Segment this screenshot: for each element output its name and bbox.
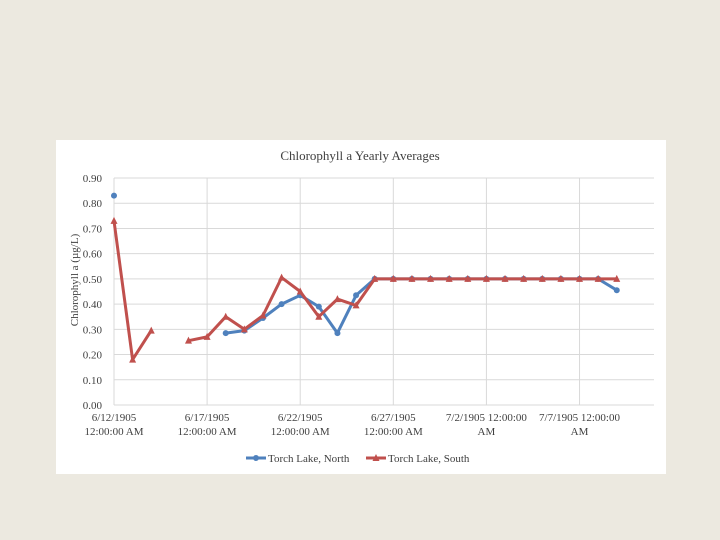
data-point	[222, 330, 229, 337]
data-point	[203, 332, 211, 340]
chart-title: Chlorophyll a Yearly Averages	[280, 148, 439, 163]
x-tick-label: AM	[478, 426, 496, 438]
data-point	[278, 301, 285, 308]
series-layer	[110, 192, 621, 363]
legend-marker	[372, 454, 380, 461]
data-point	[184, 336, 192, 344]
series-line	[112, 220, 153, 362]
data-point	[389, 274, 397, 282]
x-tick-label: 12:00:00 AM	[85, 426, 144, 438]
legend-label: Torch Lake, South	[388, 453, 470, 465]
y-tick-label: 0.20	[83, 350, 103, 362]
data-point	[352, 301, 360, 309]
y-tick-label: 0.60	[83, 249, 103, 261]
data-point	[259, 311, 267, 319]
y-tick-label: 0.10	[83, 375, 103, 387]
data-point	[278, 273, 286, 281]
x-tick-label: 6/27/1905	[371, 412, 416, 424]
x-tick-label: 7/7/1905 12:00:00	[539, 412, 620, 424]
data-point	[594, 274, 602, 282]
x-tick-label: 12:00:00 AM	[178, 426, 237, 438]
series-line	[188, 276, 617, 343]
data-point	[482, 274, 490, 282]
data-point	[576, 274, 584, 282]
data-point	[129, 355, 137, 363]
x-tick-label: 6/12/1905	[92, 412, 137, 424]
legend: Torch Lake, North Torch Lake, South	[246, 453, 470, 465]
legend-label: Torch Lake, North	[268, 453, 350, 465]
data-point	[334, 330, 341, 337]
series-line	[225, 277, 618, 335]
data-point	[111, 192, 117, 199]
y-tick-label: 0.90	[83, 173, 103, 185]
y-tick-label: 0.80	[83, 198, 103, 210]
data-point	[557, 274, 565, 282]
data-point	[147, 326, 155, 334]
data-point	[538, 274, 546, 282]
x-tick-label: 7/2/1905 12:00:00	[446, 412, 527, 424]
y-axis-title: Chlorophyll a (µg/L)	[69, 233, 81, 326]
data-point	[501, 274, 509, 282]
data-point	[315, 312, 323, 320]
data-point	[315, 303, 322, 310]
y-tick-label: 0.70	[83, 223, 103, 235]
series-south	[110, 216, 621, 363]
gridlines	[113, 177, 654, 406]
data-point	[464, 274, 472, 282]
x-tick-label: 6/22/1905	[278, 412, 323, 424]
legend-marker	[253, 455, 259, 461]
y-tick-label: 0.30	[83, 324, 103, 336]
data-point	[110, 216, 118, 224]
data-point	[222, 312, 230, 320]
y-tick-label: 0.40	[83, 299, 103, 311]
y-tick-label: 0.00	[83, 400, 103, 412]
data-point	[240, 325, 248, 333]
series-north	[111, 192, 620, 337]
chart-svg: Chlorophyll a Yearly Averages 0.000.100.…	[69, 148, 654, 465]
y-axis-ticks: 0.00 0.10 0.20 0.30 0.40 0.50 0.60 0.70 0.80 0.90	[83, 173, 103, 412]
y-tick-label: 0.50	[83, 274, 103, 286]
data-point	[333, 295, 341, 303]
data-point	[353, 292, 360, 299]
x-tick-label: 12:00:00 AM	[271, 426, 330, 438]
data-point	[613, 287, 620, 294]
data-point	[427, 274, 435, 282]
data-point	[408, 274, 416, 282]
chart-card: Chlorophyll a Yearly Averages 0.00 0.10 0.…	[56, 140, 666, 474]
data-point	[371, 274, 379, 282]
x-tick-label: 12:00:00 AM	[364, 426, 423, 438]
x-tick-label: 6/17/1905	[185, 412, 230, 424]
x-tick-label: AM	[571, 426, 589, 438]
data-point	[445, 274, 453, 282]
data-point	[520, 274, 528, 282]
data-point	[296, 287, 304, 295]
data-point	[613, 274, 621, 282]
x-axis-ticks: 6/12/1905 12:00:00 AM 6/17/1905 12:00:00 AM…	[85, 412, 621, 438]
